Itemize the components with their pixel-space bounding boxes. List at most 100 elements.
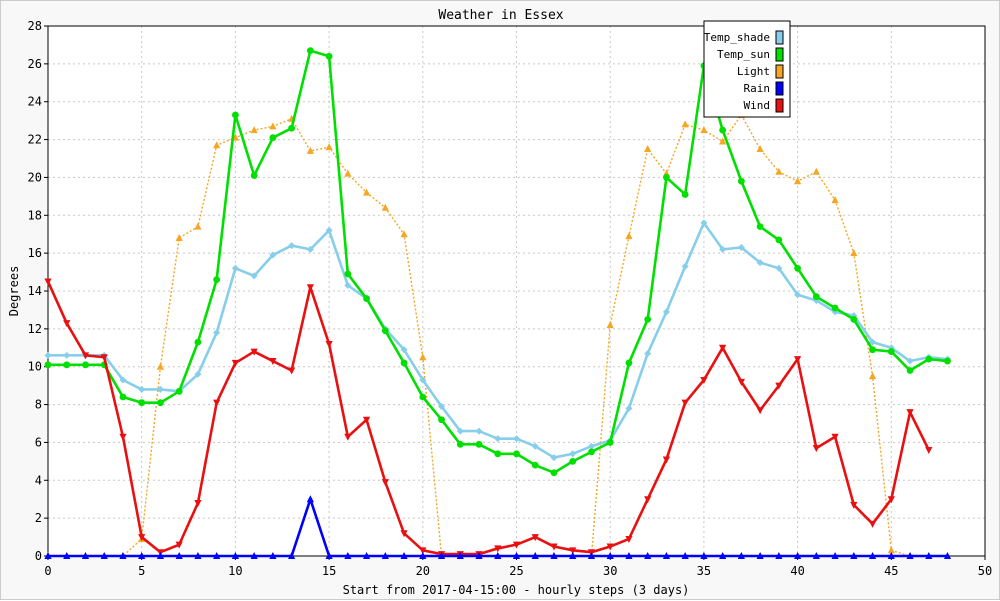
data-point <box>812 552 820 559</box>
data-point <box>400 346 408 354</box>
legend-label: Temp_shade <box>704 31 770 44</box>
x-tick-label: 30 <box>603 564 617 578</box>
data-point <box>362 552 371 559</box>
data-point <box>250 172 258 179</box>
data-point <box>850 249 858 257</box>
data-point <box>213 141 221 149</box>
data-point <box>325 52 333 60</box>
legend-swatch <box>775 64 784 79</box>
data-point <box>494 450 502 458</box>
data-point <box>719 552 727 559</box>
data-point <box>831 196 839 204</box>
data-point <box>400 552 408 559</box>
series-line <box>48 114 911 557</box>
data-point <box>794 356 802 364</box>
data-point <box>869 346 876 354</box>
data-point <box>119 433 127 441</box>
data-point <box>175 552 183 559</box>
data-point <box>306 245 314 253</box>
data-point <box>325 143 333 151</box>
data-point <box>63 361 71 369</box>
data-point <box>400 359 408 367</box>
data-point <box>194 338 202 346</box>
data-point <box>681 399 689 407</box>
data-point <box>606 439 614 446</box>
data-point <box>662 552 671 559</box>
data-point <box>719 137 727 145</box>
data-point <box>119 376 127 384</box>
data-point <box>269 251 277 259</box>
data-point <box>344 433 352 441</box>
data-point <box>662 456 671 464</box>
y-tick-label: 12 <box>28 322 42 336</box>
data-point <box>213 399 221 407</box>
data-point <box>719 245 727 253</box>
data-point <box>288 124 296 132</box>
data-point <box>569 547 577 555</box>
legend-label: Rain <box>744 82 771 95</box>
data-point <box>681 262 689 270</box>
y-tick-label: 26 <box>28 57 42 71</box>
data-point <box>231 552 239 559</box>
y-tick-label: 4 <box>35 473 42 487</box>
data-point <box>625 404 633 412</box>
data-point <box>775 264 783 272</box>
data-point <box>494 552 502 559</box>
data-point <box>531 461 539 469</box>
data-point <box>381 479 389 487</box>
data-point <box>306 47 314 55</box>
legend-item: Light <box>737 64 784 79</box>
data-point <box>531 534 539 542</box>
data-point <box>438 402 446 410</box>
data-point <box>494 435 502 443</box>
data-point <box>306 146 314 154</box>
data-point <box>850 315 858 323</box>
data-point <box>475 552 483 559</box>
data-point <box>138 399 146 407</box>
data-point <box>100 552 108 559</box>
data-point <box>812 445 820 453</box>
data-point <box>269 122 277 130</box>
y-tick-label: 8 <box>35 398 42 412</box>
data-point <box>119 552 127 559</box>
data-point <box>775 167 783 175</box>
data-point <box>700 376 708 384</box>
data-point <box>662 308 670 316</box>
data-point <box>81 552 90 559</box>
series-temp-shade <box>44 219 952 462</box>
data-point <box>663 174 670 181</box>
data-point <box>231 264 239 272</box>
chart-title: Weather in Essex <box>438 8 563 23</box>
data-point <box>737 177 745 185</box>
x-tick-label: 40 <box>790 564 804 578</box>
data-point <box>588 448 595 456</box>
data-point <box>587 552 596 559</box>
y-tick-label: 28 <box>28 19 42 33</box>
data-point <box>194 500 202 507</box>
data-point <box>325 226 333 234</box>
data-point <box>138 552 146 559</box>
data-point <box>213 276 221 284</box>
legend-label: Wind <box>744 99 771 112</box>
data-point <box>719 126 727 134</box>
x-axis-label: Start from 2017-04-15:00 - hourly steps … <box>343 583 690 597</box>
data-point <box>606 552 614 559</box>
data-point <box>175 541 183 549</box>
x-tick-label: 50 <box>978 564 992 578</box>
data-point <box>513 435 520 443</box>
data-point <box>250 552 258 559</box>
data-point <box>681 191 689 198</box>
data-point <box>288 242 296 250</box>
grid <box>47 25 986 557</box>
data-point <box>831 433 839 441</box>
data-point <box>250 348 258 356</box>
data-point <box>194 222 202 230</box>
series-line <box>46 281 930 556</box>
y-tick-label: 14 <box>28 284 42 298</box>
y-tick-label: 24 <box>28 95 42 109</box>
data-point <box>944 357 951 365</box>
data-point <box>362 188 371 196</box>
data-point <box>756 223 764 231</box>
data-point <box>456 552 464 559</box>
series-wind <box>44 278 933 559</box>
